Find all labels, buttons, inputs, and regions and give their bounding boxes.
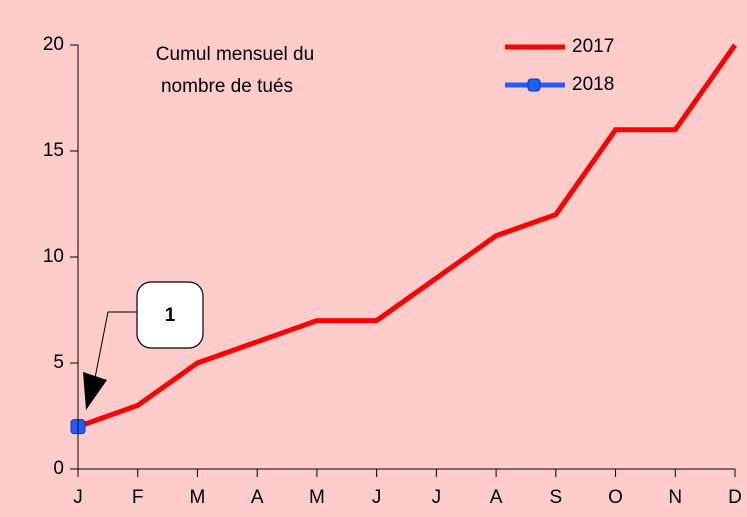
x-tick-label: D	[728, 487, 742, 508]
x-tick-label: F	[132, 487, 144, 508]
x-tick-label: J	[432, 487, 442, 508]
chart-title-line: Cumul mensuel du	[156, 44, 314, 65]
callout-box	[136, 281, 204, 349]
x-tick-label: A	[251, 487, 264, 508]
callout-arrowhead	[83, 372, 107, 410]
x-tick-label: A	[490, 487, 503, 508]
y-tick-label: 20	[43, 34, 64, 55]
legend-marker	[527, 78, 541, 92]
callout-text: 1	[165, 305, 176, 326]
callout-leader	[94, 311, 137, 379]
y-tick-label: 10	[43, 246, 64, 267]
line-2017	[77, 43, 738, 429]
chart-title-line: nombre de tués	[161, 76, 293, 97]
x-tick-label: J	[372, 487, 382, 508]
x-tick-label: M	[190, 487, 206, 508]
y-tick-label: 5	[53, 352, 64, 373]
y-tick-label: 15	[43, 140, 64, 161]
y-tick-label: 0	[53, 458, 64, 479]
x-tick-label: J	[73, 487, 83, 508]
x-tick-label: M	[309, 487, 325, 508]
x-tick-label: O	[608, 487, 623, 508]
x-tick-label: S	[549, 487, 562, 508]
legend-label: 2018	[572, 74, 614, 95]
x-tick-label: N	[668, 487, 682, 508]
legend-label: 2017	[572, 36, 614, 57]
